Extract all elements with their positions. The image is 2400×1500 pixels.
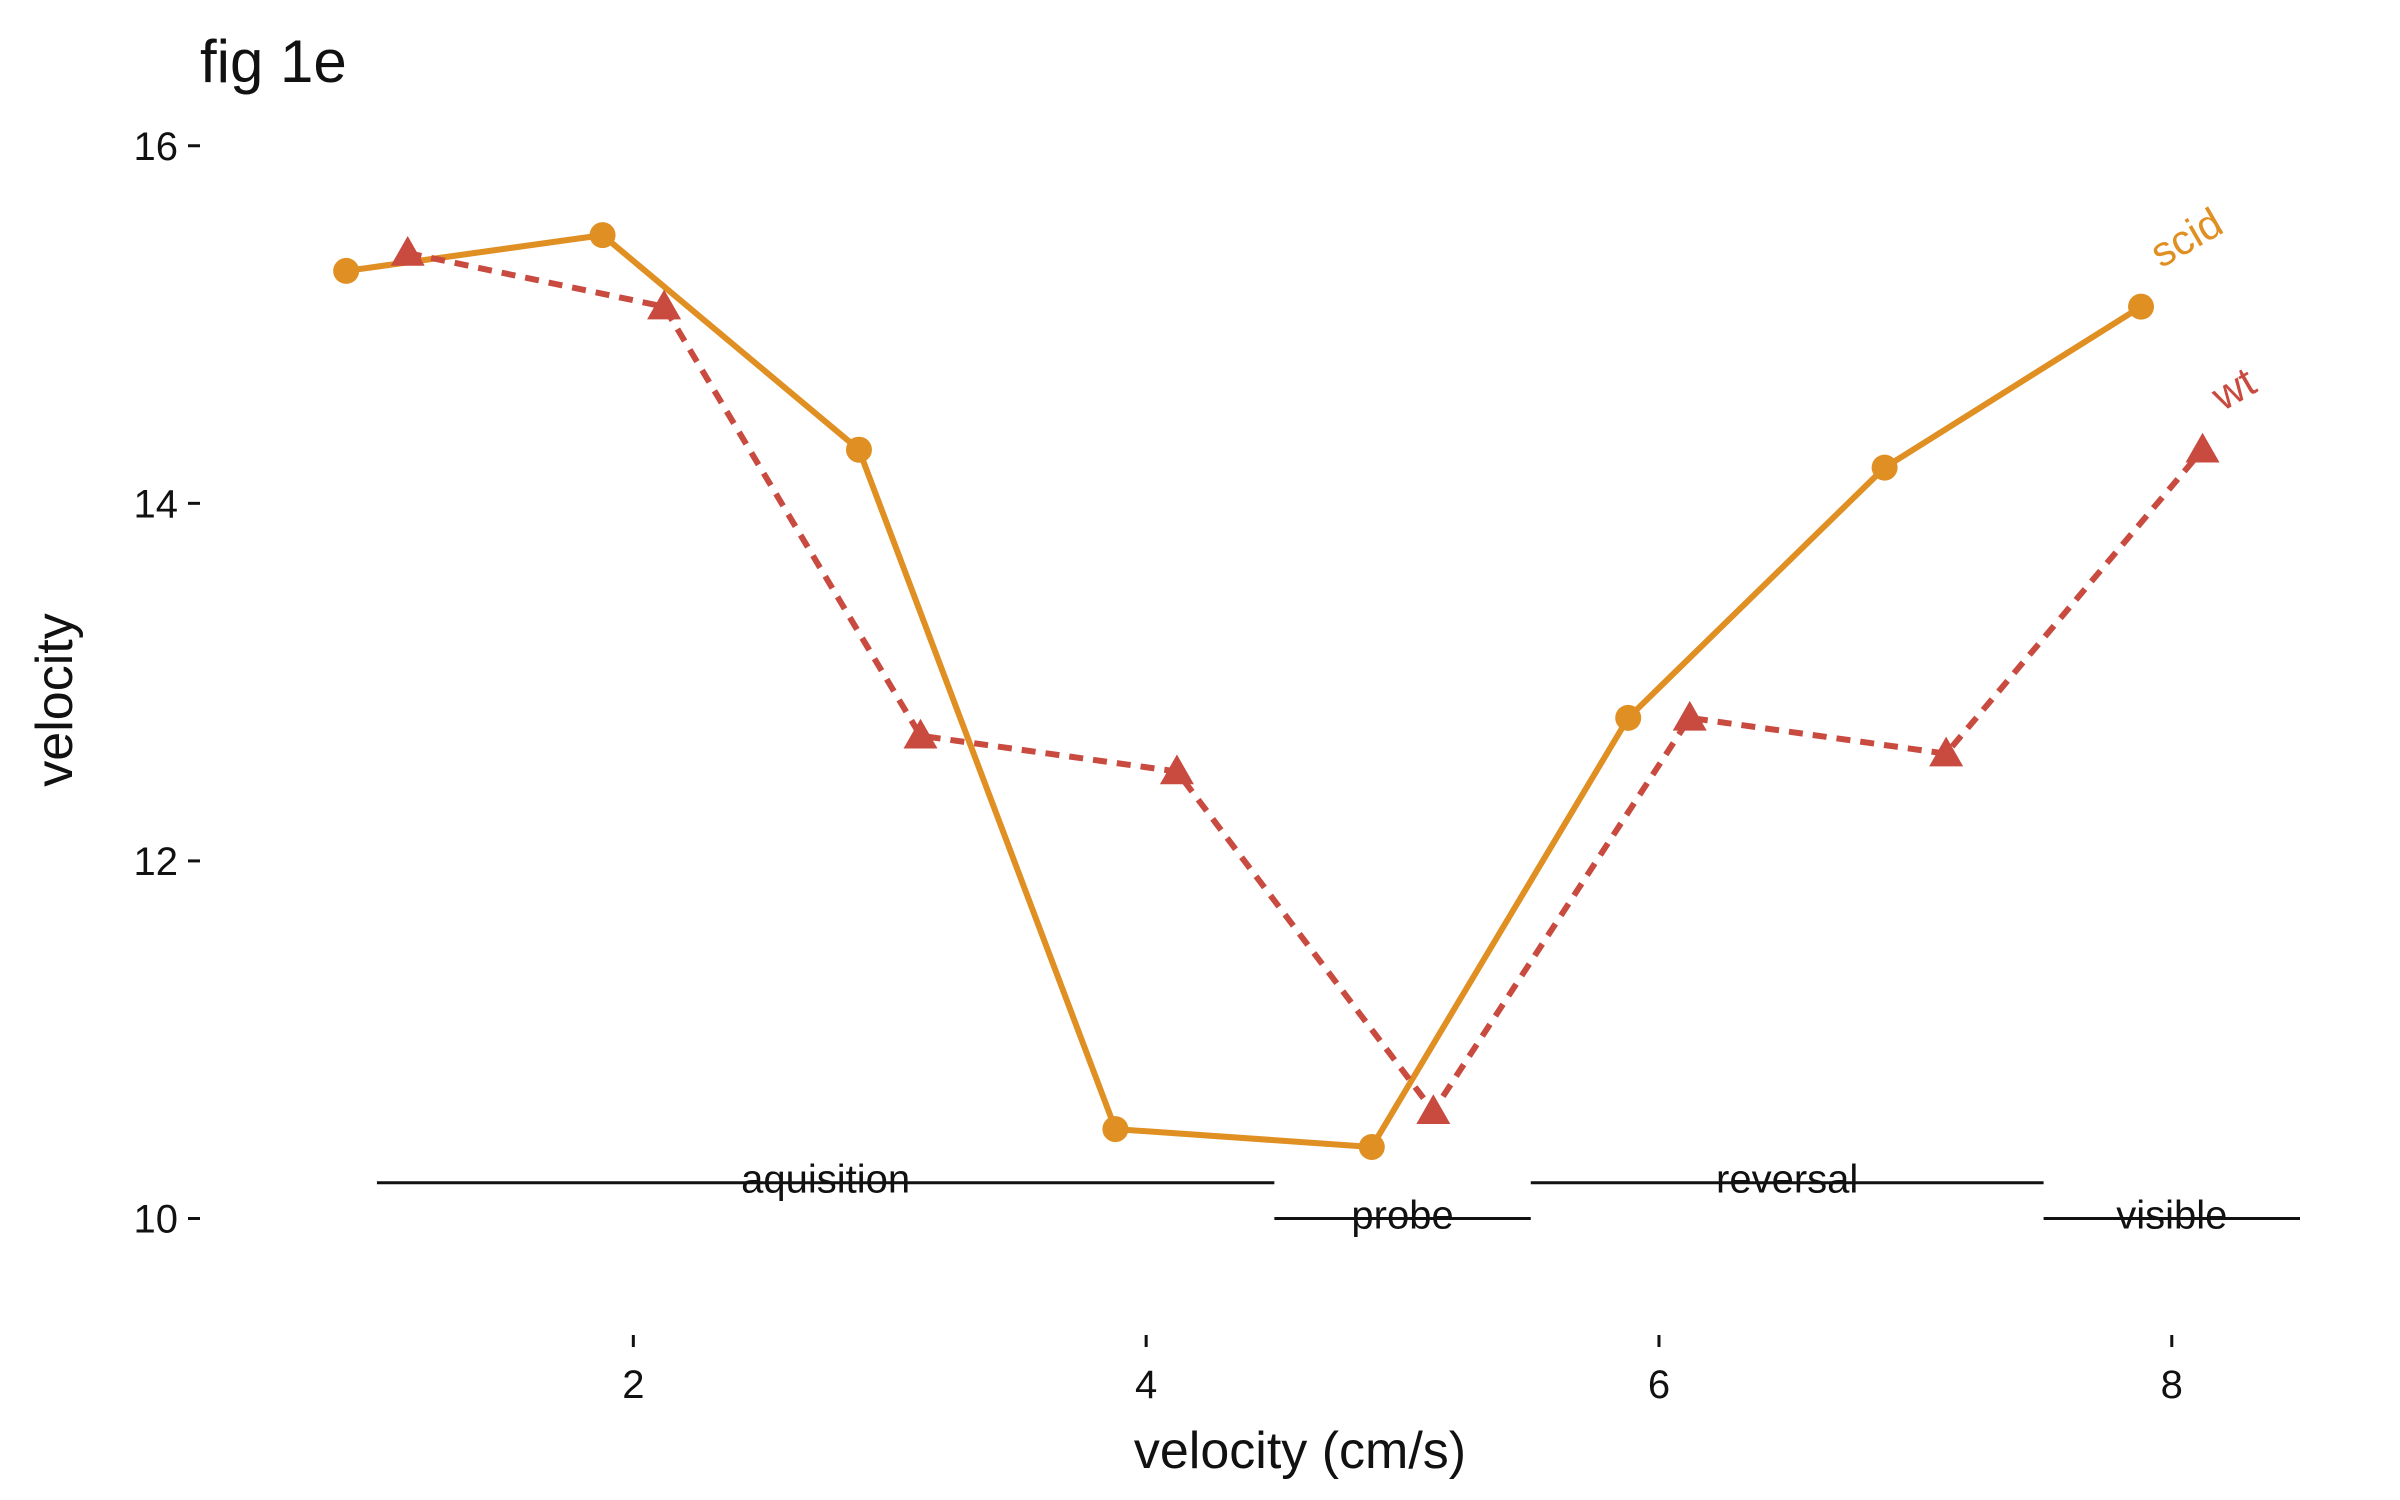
x-axis: 2 4 6 8 (622, 1335, 2183, 1407)
data-point-scid (2128, 293, 2155, 320)
data-point-wt (647, 289, 682, 320)
series-label-scid: scid (2142, 198, 2230, 276)
series-layer: scid wt (333, 198, 2264, 1160)
phase-label: aquisition (741, 1158, 910, 1202)
phase-annotations: aquisition probe reversal visible (376, 1158, 2300, 1237)
data-point-wt (1416, 1094, 1451, 1124)
x-tick-label: 2 (622, 1363, 644, 1407)
data-point-wt (2185, 432, 2220, 463)
data-point-wt (1159, 754, 1194, 785)
data-point-wt (903, 718, 938, 749)
data-point-scid (1871, 454, 1898, 481)
y-tick-label: 16 (134, 125, 179, 169)
data-point-scid (1102, 1116, 1129, 1143)
series-label-wt: wt (2203, 358, 2264, 420)
y-axis-title: velocity (26, 613, 84, 786)
data-point-scid (1358, 1133, 1385, 1160)
phase-annotation: aquisition (376, 1158, 1275, 1202)
phase-annotation: probe (1274, 1193, 1531, 1237)
data-point-scid (589, 222, 616, 249)
series-line-scid (345, 232, 2143, 1150)
y-tick-label: 14 (134, 482, 179, 526)
y-axis: 10 12 14 16 (134, 125, 200, 1241)
phase-annotation: reversal (1530, 1158, 2044, 1202)
phase-annotation: visible (2043, 1193, 2300, 1237)
series-scid: scid (333, 198, 2230, 1160)
phase-label: probe (1351, 1193, 1453, 1237)
data-point-scid (1615, 704, 1642, 731)
x-tick-label: 6 (1648, 1363, 1670, 1407)
data-point-wt (1929, 736, 1964, 767)
y-tick-label: 10 (134, 1197, 179, 1241)
data-point-scid (845, 436, 872, 463)
x-axis-title: velocity (cm/s) (1134, 1422, 1466, 1480)
series-line-wt (407, 250, 2205, 1115)
phase-label: reversal (1716, 1158, 1858, 1202)
data-point-scid (333, 257, 360, 284)
data-point-wt (390, 236, 425, 266)
x-tick-label: 4 (1135, 1363, 1157, 1407)
series-wt: wt (390, 236, 2264, 1124)
y-tick-label: 12 (134, 840, 179, 884)
data-point-wt (1672, 700, 1707, 731)
x-tick-label: 8 (2161, 1363, 2183, 1407)
chart-title: fig 1e (200, 28, 347, 95)
phase-label: visible (2116, 1193, 2227, 1237)
